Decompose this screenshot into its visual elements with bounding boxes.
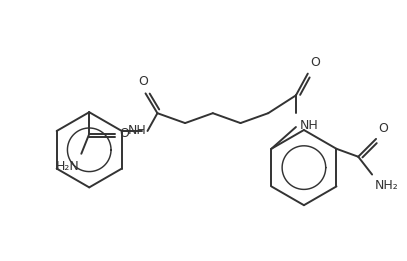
Text: O: O [310,56,319,69]
Text: NH₂: NH₂ [375,180,399,192]
Text: NH: NH [300,119,319,132]
Text: O: O [139,75,149,88]
Text: O: O [119,127,129,140]
Text: NH: NH [128,124,147,138]
Text: H₂N: H₂N [56,160,79,173]
Text: O: O [378,122,388,135]
